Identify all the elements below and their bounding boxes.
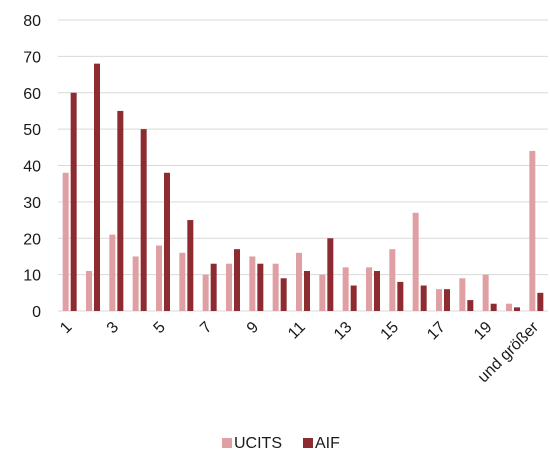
bar-ucits-16	[412, 212, 419, 311]
x-tick-label: 9	[244, 319, 262, 337]
bars	[62, 63, 544, 312]
bar-ucits-4	[132, 256, 139, 311]
bar-aif-2	[94, 63, 100, 312]
x-tick-label: 11	[285, 319, 309, 343]
bar-ucits-17	[436, 289, 442, 311]
bar-aif-11	[304, 270, 310, 311]
bar-aif-12	[327, 238, 334, 311]
bar-aif-14	[374, 270, 380, 311]
bar-aif-9	[257, 263, 264, 311]
bar-aif-20	[514, 307, 520, 311]
bar-aif-und-größer	[537, 292, 544, 311]
bar-aif-19	[490, 303, 497, 311]
bar-ucits-und-größer	[529, 150, 536, 311]
bar-ucits-20	[506, 303, 512, 311]
y-tick-label: 50	[23, 122, 41, 139]
bar-ucits-1	[62, 172, 69, 311]
bar-ucits-9	[249, 256, 256, 311]
bar-ucits-19	[482, 274, 489, 311]
y-axis: 0 10 20 30 40 50 60 70 80	[23, 13, 41, 321]
x-tick-label: 5	[151, 319, 169, 337]
x-tick-label: 3	[104, 319, 122, 337]
legend-swatch-aif	[303, 438, 313, 448]
bar-ucits-14	[366, 267, 372, 311]
y-tick-label: 80	[23, 13, 41, 30]
bar-aif-4	[140, 129, 147, 311]
bar-ucits-13	[342, 267, 349, 311]
y-tick-label: 60	[23, 86, 41, 103]
bar-ucits-11	[296, 252, 302, 311]
bar-aif-13	[350, 285, 357, 311]
bar-aif-7	[210, 263, 217, 311]
y-tick-label: 0	[32, 304, 41, 321]
bar-ucits-5	[156, 245, 162, 311]
bar-aif-10	[280, 278, 287, 311]
bar-aif-15	[397, 281, 404, 311]
bar-aif-3	[117, 110, 124, 311]
y-tick-label: 30	[23, 195, 41, 212]
legend: UCITS AIF	[222, 435, 340, 452]
y-tick-label: 40	[23, 159, 41, 176]
x-tick-label: 19	[471, 319, 496, 344]
gridlines	[58, 19, 548, 312]
bar-ucits-15	[389, 249, 396, 311]
bar-aif-16	[420, 285, 427, 311]
x-tick-label: 7	[197, 319, 215, 337]
bar-aif-6	[187, 220, 194, 311]
bar-aif-5	[164, 172, 170, 311]
y-tick-label: 20	[23, 231, 41, 248]
y-tick-label: 10	[23, 268, 41, 285]
x-tick-label: 17	[424, 319, 449, 344]
x-tick-label: 13	[331, 319, 356, 344]
bar-ucits-7	[202, 274, 209, 311]
bar-ucits-3	[109, 234, 116, 311]
x-tick-label: 15	[378, 319, 403, 344]
bar-aif-8	[234, 249, 240, 311]
y-tick-label: 70	[23, 49, 41, 66]
legend-swatch-ucits	[222, 438, 232, 448]
bar-aif-17	[444, 289, 450, 311]
bar-ucits-6	[179, 252, 186, 311]
bar-ucits-10	[272, 263, 279, 311]
bar-ucits-18	[459, 278, 466, 311]
bar-ucits-12	[319, 274, 326, 311]
x-tick-label: 1	[57, 319, 75, 337]
bar-aif-18	[467, 300, 474, 311]
legend-label-ucits: UCITS	[234, 435, 282, 452]
legend-label-aif: AIF	[315, 435, 340, 452]
bar-ucits-8	[226, 263, 232, 311]
bar-ucits-2	[86, 270, 92, 311]
bar-aif-1	[70, 92, 77, 311]
